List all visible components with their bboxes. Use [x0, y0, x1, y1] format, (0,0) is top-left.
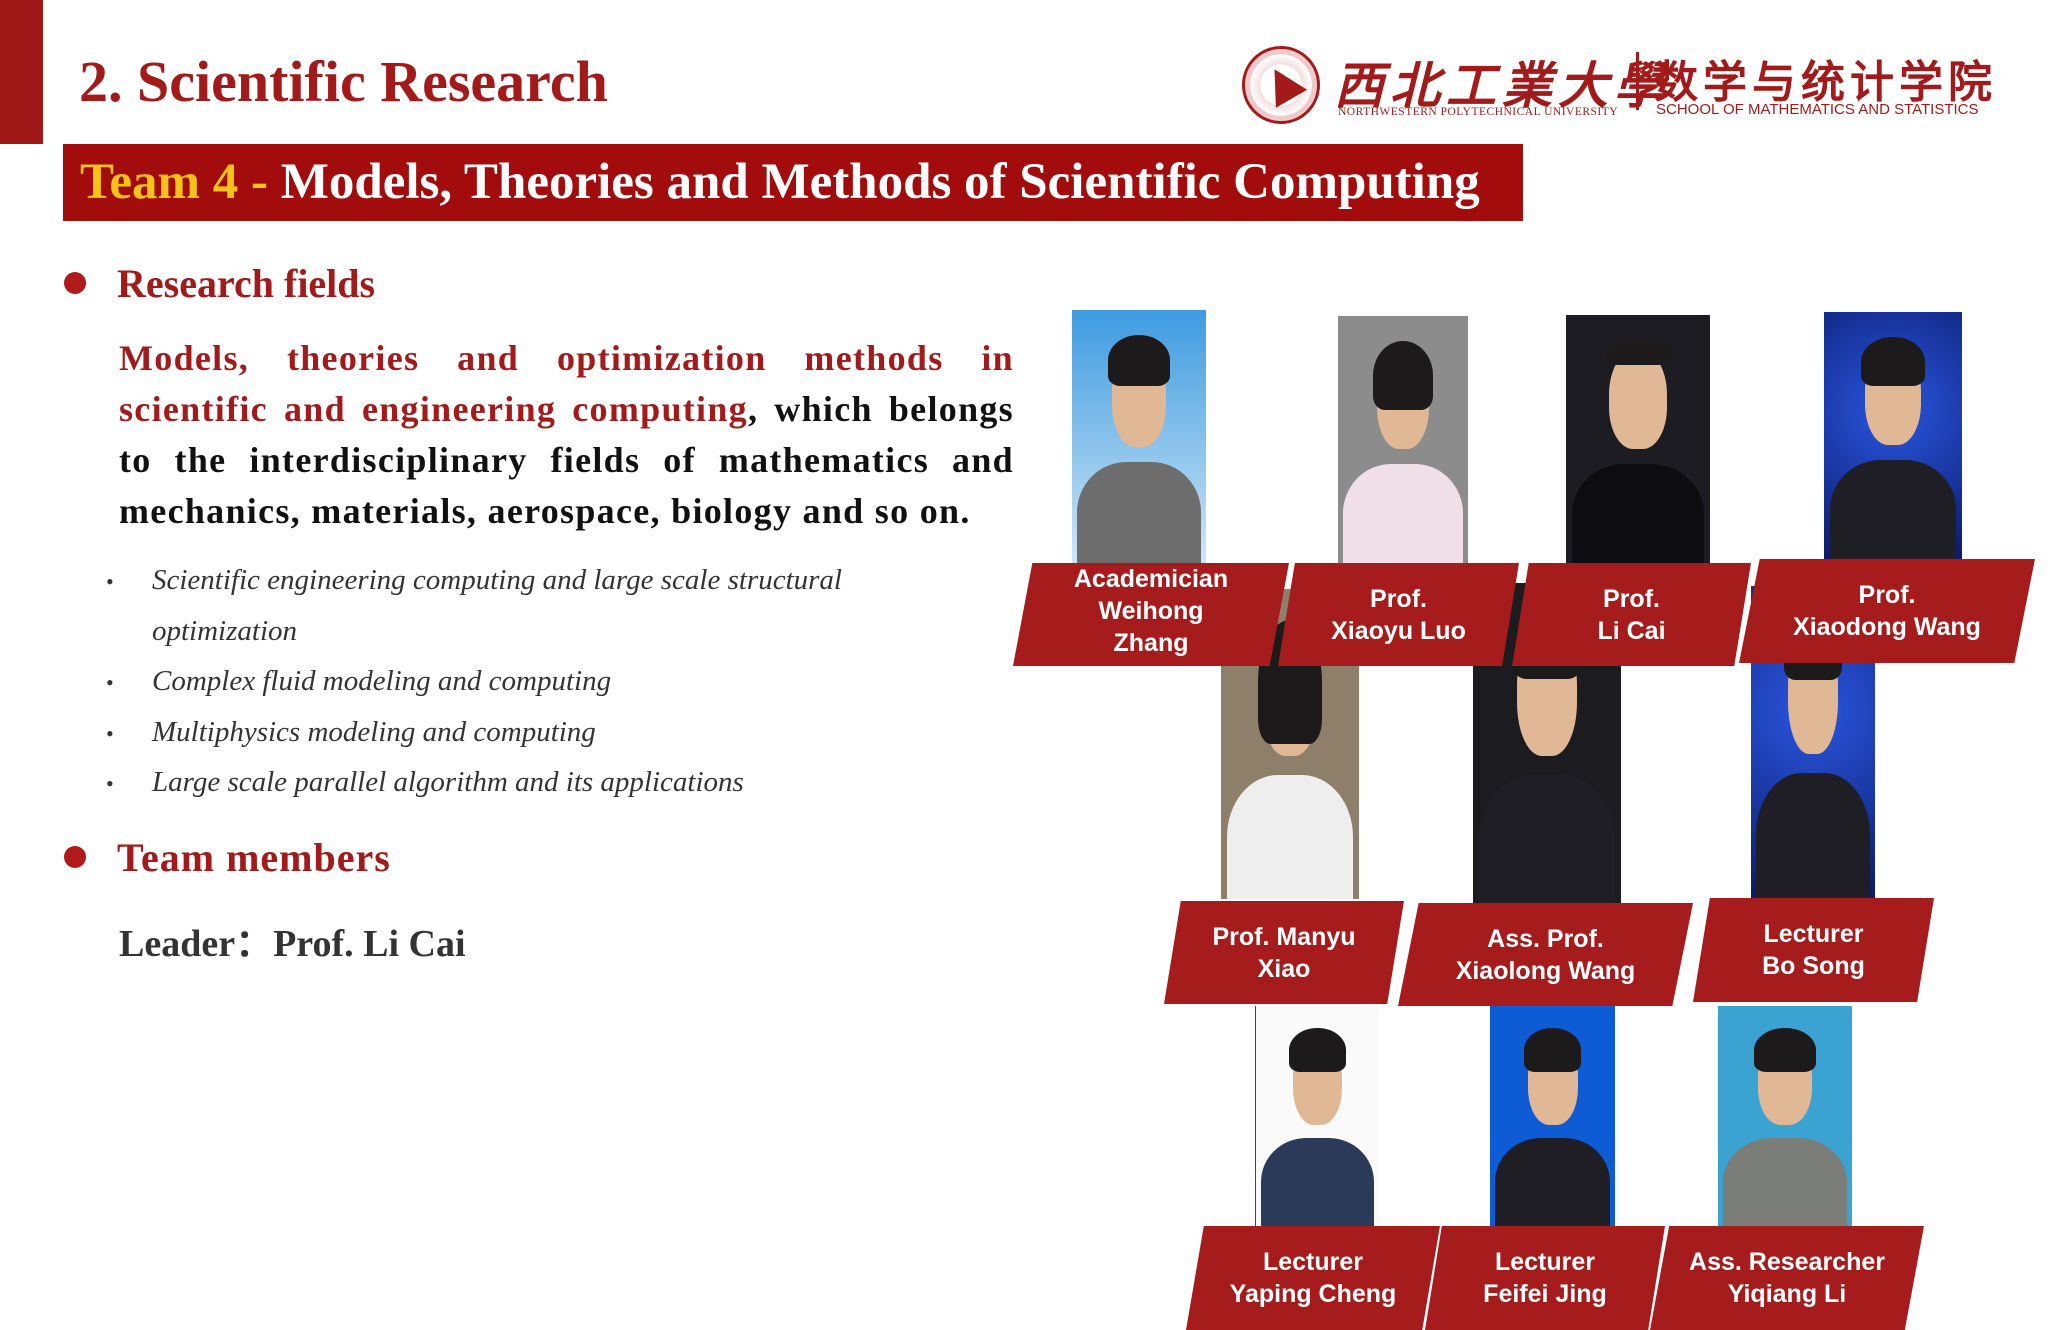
research-item: • Multiphysics modeling and computing [106, 716, 596, 748]
research-fields-heading: Research fields [117, 261, 376, 306]
university-name-en: NORTHWESTERN POLYTECHNICAL UNIVERSITY [1338, 106, 1619, 118]
university-seal-icon [1242, 46, 1320, 124]
team-members-heading: Team members [117, 835, 391, 880]
team-number: Team 4 - [80, 154, 281, 210]
research-item: • Complex fluid modeling and computing [106, 665, 612, 697]
member-label: Ass. Researcher Yiqiang Li [1650, 1226, 1924, 1330]
research-description: Models, theories and optimization method… [119, 333, 1014, 537]
member-photo [1490, 1006, 1615, 1226]
logo-divider [1636, 52, 1639, 110]
school-name-en: SCHOOL OF MATHEMATICS AND STATISTICS [1656, 101, 1979, 118]
university-name-cn: 西北工業大學 [1334, 56, 1670, 115]
member-label: Prof. Xiaodong Wang [1739, 559, 2035, 663]
team-title: Models, Theories and Methods of Scientif… [280, 154, 1480, 210]
school-name-cn: 数学与统计学院 [1654, 57, 1997, 108]
research-item: • Scientific engineering computing and la… [106, 564, 842, 596]
research-description-rest: , which belongs to the interdisciplinary… [119, 389, 1014, 531]
member-photo [1072, 310, 1206, 563]
bullet-dot [64, 272, 86, 294]
member-label: Prof. Xiaoyu Luo [1278, 563, 1519, 666]
member-label: Lecturer Feifei Jing [1425, 1226, 1665, 1330]
member-photo [1566, 315, 1710, 563]
team-leader: Leader：Prof. Li Cai [119, 923, 466, 965]
bullet-dot [64, 846, 86, 868]
member-label: Prof. Li Cai [1512, 563, 1751, 666]
research-item-continued: optimization [152, 615, 298, 647]
page-title: 2. Scientific Research [79, 49, 608, 114]
member-label: Lecturer Bo Song [1693, 898, 1934, 1002]
member-label: Academician Weihong Zhang [1013, 563, 1289, 666]
university-logo: 西北工業大學 NORTHWESTERN POLYTECHNICAL UNIVER… [1242, 44, 2012, 128]
accent-bar [0, 0, 43, 144]
member-photo [1255, 1006, 1379, 1226]
member-label: Prof. Manyu Xiao [1164, 901, 1404, 1004]
member-label: Lecturer Yaping Cheng [1186, 1226, 1440, 1330]
research-item: • Large scale parallel algorithm and its … [106, 766, 744, 798]
member-photo [1824, 312, 1962, 559]
member-label: Ass. Prof. Xiaolong Wang [1398, 903, 1693, 1006]
member-photo [1718, 1006, 1852, 1226]
team-banner: Team 4 - Models, Theories and Methods of… [63, 144, 1523, 221]
research-highlight: Models, theories and optimization method… [119, 338, 1014, 429]
member-photo [1338, 316, 1468, 563]
